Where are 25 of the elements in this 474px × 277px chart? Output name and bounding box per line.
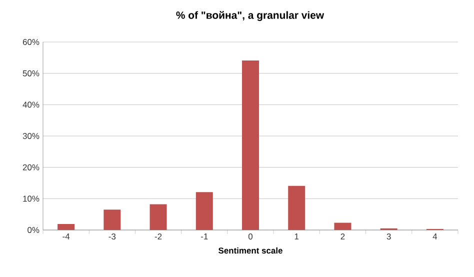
x-tick-label: 3 — [386, 234, 391, 240]
bar — [242, 60, 259, 230]
x-tick-label: -4 — [62, 234, 70, 240]
y-tick-label: 30% — [22, 133, 40, 139]
bar — [196, 192, 213, 230]
y-tick-label: 60% — [22, 39, 40, 45]
y-tick-label: 10% — [23, 196, 40, 202]
chart-title: % of "война", a granular view — [176, 11, 324, 21]
y-tick-label: 20% — [22, 164, 40, 170]
y-tick-label: 0% — [28, 227, 40, 233]
x-tick-label: 1 — [294, 234, 299, 240]
x-axis-title: Sentiment scale — [218, 247, 282, 254]
x-tick-label: 2 — [340, 234, 345, 240]
x-tick-label: 4 — [432, 234, 438, 240]
x-tick-label: -1 — [200, 234, 208, 240]
bar — [58, 224, 75, 230]
x-tick-label: -3 — [108, 234, 116, 240]
bar — [334, 222, 352, 230]
x-tick-label: -2 — [154, 234, 162, 240]
bar — [150, 204, 167, 230]
x-tick-label: 0 — [248, 234, 253, 240]
bar — [104, 210, 121, 230]
bar — [288, 186, 306, 230]
y-tick-label: 40% — [22, 102, 40, 108]
y-tick-label: 50% — [22, 70, 40, 76]
